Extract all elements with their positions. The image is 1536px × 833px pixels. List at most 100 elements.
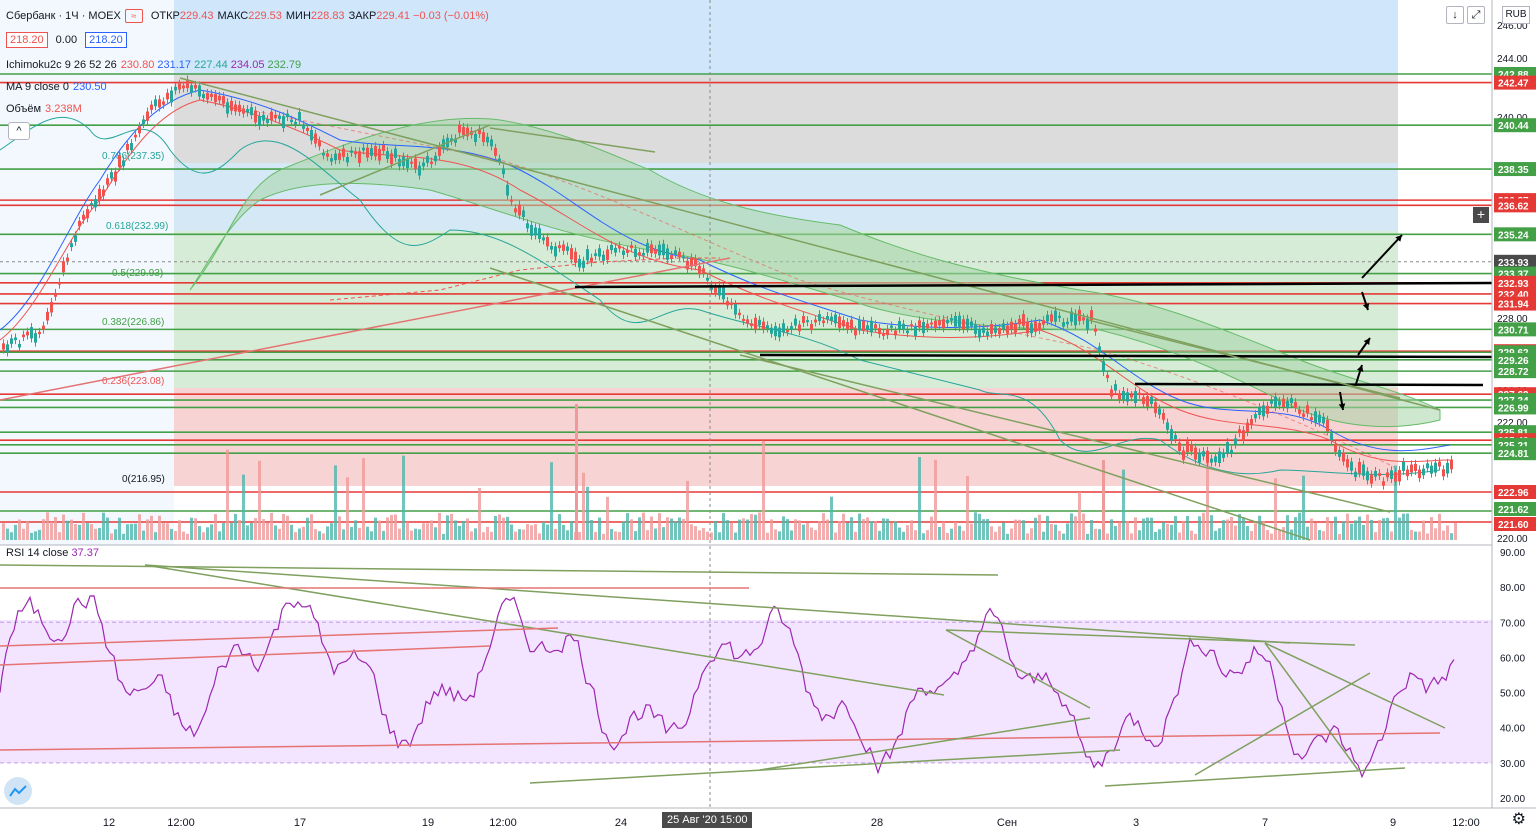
volume-bar: [54, 516, 57, 540]
candle-body: [486, 136, 489, 143]
volume-bar: [270, 512, 273, 540]
rsi-tick: 30.00: [1500, 759, 1525, 770]
candle-body: [618, 245, 621, 249]
volume-bar: [522, 529, 525, 540]
candle-body: [202, 94, 205, 99]
volume-bar: [246, 525, 249, 540]
price-level-tag: [1494, 198, 1536, 213]
candle-body: [1038, 323, 1041, 331]
ichimoku-legend[interactable]: Ichimoku2c 9 26 52 26 230.80 231.17 227.…: [6, 59, 301, 71]
candle-body: [822, 320, 825, 324]
volume-bar: [1006, 533, 1009, 540]
volume-bar: [22, 528, 25, 540]
price-level-tag: [1494, 296, 1536, 311]
candle-body: [510, 199, 513, 202]
volume-bar: [1138, 530, 1141, 540]
volume-bar: [298, 528, 301, 540]
volume-bar: [742, 518, 745, 540]
volume-bar: [798, 520, 801, 540]
volume-bar: [1034, 517, 1037, 540]
dashed-ma-line: [329, 257, 720, 301]
candle-body: [1362, 464, 1365, 476]
candle-body: [74, 235, 77, 242]
volume-bar: [1102, 460, 1105, 540]
currency-label[interactable]: RUB: [1502, 6, 1530, 24]
tradingview-logo-icon[interactable]: [4, 777, 32, 805]
symbol-title[interactable]: Сбербанк · 1Ч · MOEX: [6, 10, 121, 22]
ohlc-key: МАКС: [217, 10, 249, 22]
ask-price[interactable]: 218.20: [85, 32, 127, 48]
volume-bar: [1214, 530, 1217, 540]
candle-body: [1330, 433, 1333, 441]
ichimoku-value: 234.05: [227, 59, 265, 71]
collapse-legend-button[interactable]: ^: [8, 122, 30, 140]
candle-body: [1030, 323, 1033, 334]
candle-body: [950, 318, 953, 321]
wave-icon[interactable]: ≈: [124, 9, 143, 23]
volume-bar: [262, 519, 265, 540]
volume-bar: [202, 532, 205, 540]
candle-body: [762, 321, 765, 330]
volume-bar: [678, 517, 681, 540]
volume-bar: [238, 520, 241, 540]
volume-bar: [850, 517, 853, 540]
candle-body: [554, 246, 557, 257]
candle-body: [810, 323, 813, 330]
volume-bar: [138, 514, 141, 540]
trend-lines: [0, 77, 1503, 541]
volume-bar: [1438, 513, 1441, 540]
expand-icon[interactable]: ⤢: [1467, 6, 1485, 24]
volume-bar: [1246, 525, 1249, 540]
rsi-trend-line: [1194, 672, 1371, 776]
volume-bar: [694, 526, 697, 540]
candle-body: [1094, 328, 1097, 332]
volume-bar: [34, 531, 37, 540]
volume-bar: [310, 514, 313, 540]
volume-bar: [1186, 515, 1189, 540]
candle-body: [1202, 451, 1205, 457]
candle-body: [438, 146, 441, 156]
add-plus-button[interactable]: +: [1473, 207, 1489, 223]
volume-bar: [750, 514, 753, 540]
rsi-legend[interactable]: RSI 14 close 37.37: [6, 547, 99, 559]
volume-bar: [354, 520, 357, 540]
candle-body: [1370, 474, 1373, 484]
volume-bar: [602, 533, 605, 540]
volume-bar: [942, 522, 945, 540]
bid-price[interactable]: 218.20: [6, 32, 48, 48]
volume-bar: [186, 533, 189, 540]
candle-body: [498, 158, 501, 162]
price-tick: 222.00: [1497, 418, 1528, 429]
candle-body: [170, 90, 173, 103]
candle-body: [1082, 317, 1085, 321]
candle-body: [686, 260, 689, 270]
volume-bar: [1198, 516, 1201, 540]
price-level-label: 242.88: [1498, 70, 1529, 81]
scroll-down-button[interactable]: ↓: [1446, 6, 1464, 24]
volume-bar: [858, 513, 861, 540]
volume-bar: [1094, 528, 1097, 540]
volume-bar: [862, 519, 865, 540]
volume-bar: [398, 528, 401, 540]
volume-bar: [610, 529, 613, 540]
candle-body: [1186, 441, 1189, 453]
candle-body: [178, 83, 181, 90]
volume-bar: [934, 459, 937, 540]
settings-gear-icon[interactable]: ⚙: [1511, 811, 1526, 828]
price-level-label: 232.40: [1498, 290, 1529, 301]
volume-bar: [702, 527, 705, 540]
volume-legend[interactable]: Объём 3.238M: [6, 103, 82, 115]
volume-bar: [334, 465, 337, 540]
candle-body: [502, 168, 505, 175]
volume-bar: [78, 524, 81, 540]
tenkan-line: [0, 99, 1451, 463]
volume-bar: [550, 462, 553, 540]
volume-bar: [1330, 522, 1333, 540]
candle-body: [1290, 398, 1293, 404]
ma-legend[interactable]: MA 9 close 0 230.50: [6, 81, 107, 93]
candle-body: [222, 96, 225, 104]
candle-body: [246, 109, 249, 113]
volume-bar: [818, 520, 821, 540]
volume-bar: [1314, 522, 1317, 540]
